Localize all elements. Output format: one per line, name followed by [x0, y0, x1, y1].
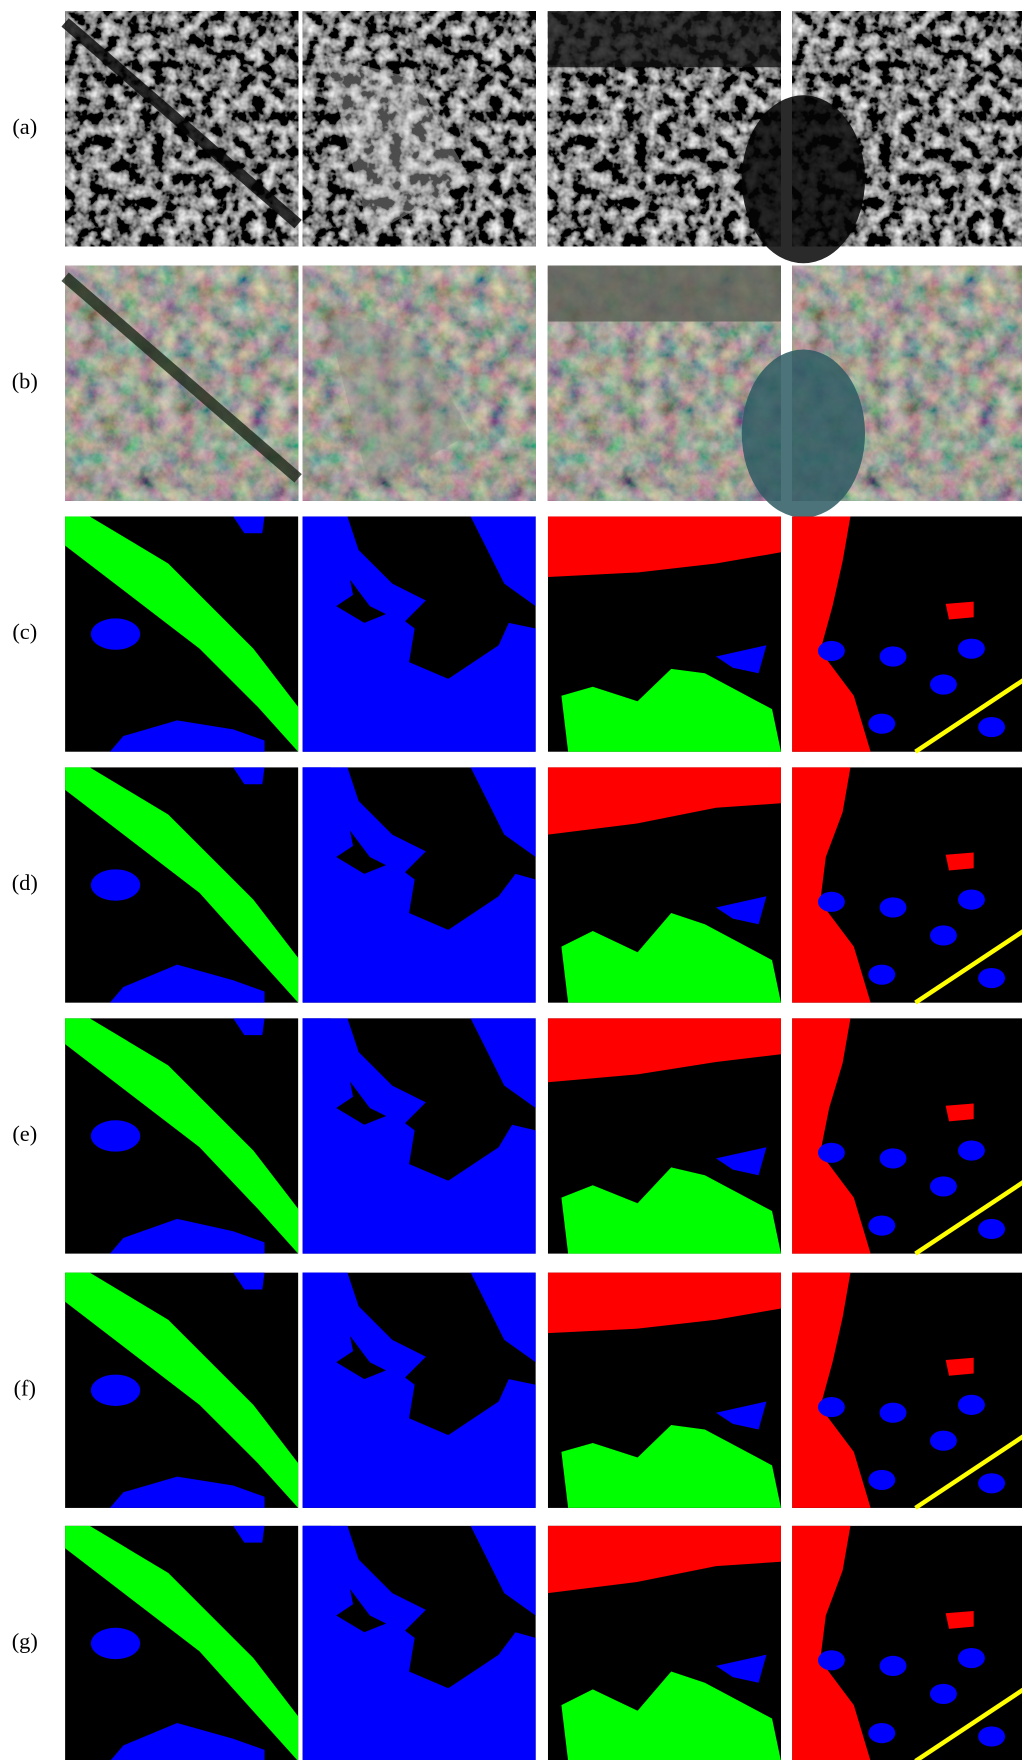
image-panel: [548, 516, 781, 751]
row-label: (b): [12, 368, 38, 393]
image-panel: [742, 266, 1022, 518]
mask-region: [818, 641, 845, 661]
image-feature: [742, 95, 865, 263]
image-feature: [548, 266, 781, 322]
mask-region: [818, 1650, 845, 1670]
mask-region: [930, 674, 957, 694]
mask-region: [868, 714, 895, 734]
image-panel: [792, 516, 1022, 751]
mask-region: [958, 890, 985, 910]
image-panel: [548, 11, 781, 246]
mask-region: [978, 968, 1005, 988]
mask-region: [91, 1375, 140, 1406]
image-panel: [548, 266, 781, 501]
mask-region: [958, 1140, 985, 1160]
image-panel: [303, 1273, 536, 1508]
mask-region: [958, 639, 985, 659]
mask-region: [91, 1120, 140, 1151]
mask-region: [880, 1403, 907, 1423]
image-panel: [548, 1273, 781, 1508]
mask-region: [91, 1628, 140, 1659]
mask-region: [868, 1216, 895, 1236]
image-panel: [65, 767, 298, 1002]
image-panel: [548, 1526, 781, 1760]
mask-region: [946, 1104, 974, 1122]
image-panel: [303, 1018, 536, 1253]
mask-region: [818, 892, 845, 912]
mask-region: [930, 925, 957, 945]
mask-region: [880, 646, 907, 666]
image-panel: [792, 1526, 1022, 1760]
mask-region: [868, 1470, 895, 1490]
mask-region: [880, 1148, 907, 1168]
row-label: (f): [14, 1375, 36, 1400]
mask-region: [880, 1656, 907, 1676]
image-panel: [792, 1018, 1022, 1253]
mask-region: [818, 1143, 845, 1163]
image-panel: [792, 1273, 1022, 1508]
image-panel: [303, 11, 536, 246]
image-panel: [742, 11, 1022, 263]
mask-region: [930, 1684, 957, 1704]
mask-region: [978, 1219, 1005, 1239]
row-label: (a): [12, 114, 37, 139]
row-label: (c): [12, 619, 37, 644]
image-panel: [548, 767, 781, 1002]
mask-region: [91, 618, 140, 649]
image-panel: [65, 1526, 298, 1760]
image-panel: [65, 1018, 298, 1253]
mask-region: [958, 1395, 985, 1415]
image-panel: [303, 266, 536, 501]
row-label: (e): [12, 1121, 37, 1146]
mask-region: [930, 1176, 957, 1196]
image-panel: [792, 767, 1022, 1002]
mask-region: [818, 1397, 845, 1417]
image-feature: [742, 350, 865, 518]
mask-region: [930, 1431, 957, 1451]
mask-region: [946, 853, 974, 871]
mask-region: [868, 965, 895, 985]
image-panel: [303, 516, 536, 751]
mask-region: [978, 1726, 1005, 1746]
mask-region: [946, 1611, 974, 1629]
row-label: (g): [12, 1629, 38, 1654]
mask-region: [978, 1473, 1005, 1493]
mask-region: [91, 869, 140, 900]
image-panel: [303, 767, 536, 1002]
mask-region: [880, 897, 907, 917]
mask-region: [946, 1358, 974, 1376]
mask-region: [978, 717, 1005, 737]
page: (a)(b)(c)(d)(e)(f)(g) (() => { const dat…: [0, 0, 1022, 1760]
image-panel: [65, 266, 298, 501]
image-panel: [65, 1273, 298, 1508]
image-panel: [548, 1018, 781, 1253]
row-label: (d): [12, 870, 38, 895]
image-feature: [548, 11, 781, 67]
mask-region: [946, 602, 974, 620]
mask-region: [868, 1723, 895, 1743]
image-panel: [65, 11, 298, 246]
figure: (a) (b) (c) (d) (e) (f) (g): [0, 0, 1022, 1760]
image-panel: [65, 516, 298, 751]
image-panel: [303, 1526, 536, 1760]
mask-region: [958, 1648, 985, 1668]
